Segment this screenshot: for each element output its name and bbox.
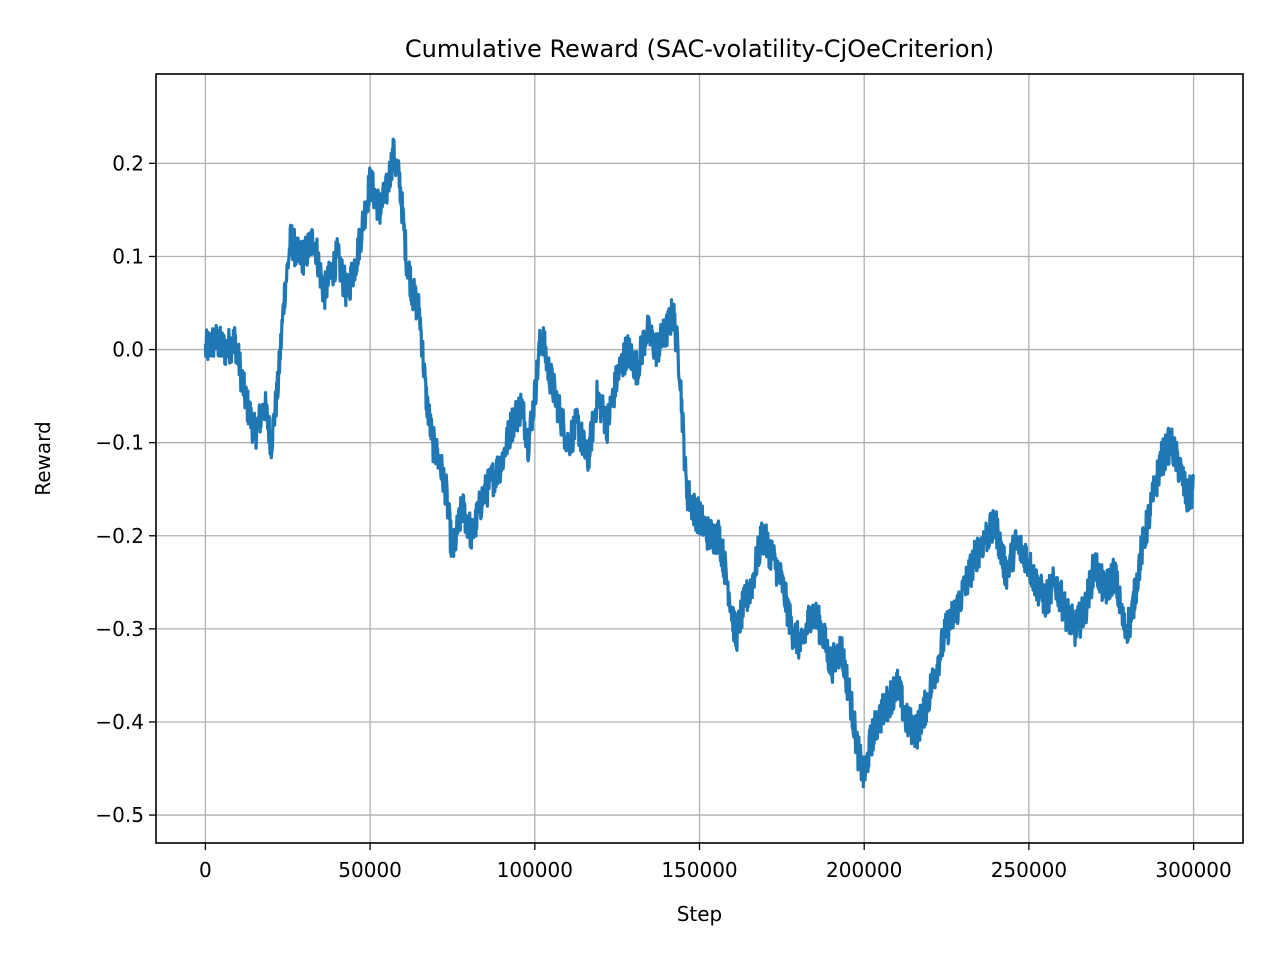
y-tick-label: −0.3 <box>95 617 144 641</box>
chart-title: Cumulative Reward (SAC-volatility-CjOeCr… <box>405 35 994 63</box>
x-tick-label: 200000 <box>826 858 902 882</box>
y-axis-label: Reward <box>31 421 55 495</box>
x-axis-ticks: 0 50000 100000 150000 200000 250000 300000 <box>199 843 1232 882</box>
y-tick-label: −0.2 <box>95 524 144 548</box>
y-tick-label: 0.1 <box>112 244 144 268</box>
series-layer <box>203 137 1196 789</box>
grid <box>156 74 1243 843</box>
x-tick-label: 100000 <box>497 858 573 882</box>
y-tick-label: −0.5 <box>95 803 144 827</box>
x-tick-label: 250000 <box>991 858 1067 882</box>
x-tick-label: 0 <box>199 858 212 882</box>
y-tick-label: 0.0 <box>112 338 144 362</box>
x-tick-label: 150000 <box>661 858 737 882</box>
y-tick-label: −0.4 <box>95 710 144 734</box>
x-tick-label: 50000 <box>338 858 402 882</box>
x-tick-label: 300000 <box>1155 858 1231 882</box>
x-axis-label: Step <box>677 902 723 926</box>
y-axis-ticks: 0.2 0.1 0.0 −0.1 −0.2 −0.3 −0.4 −0.5 <box>95 151 156 827</box>
series-line <box>203 137 1196 789</box>
y-tick-label: 0.2 <box>112 151 144 175</box>
y-tick-label: −0.1 <box>95 431 144 455</box>
